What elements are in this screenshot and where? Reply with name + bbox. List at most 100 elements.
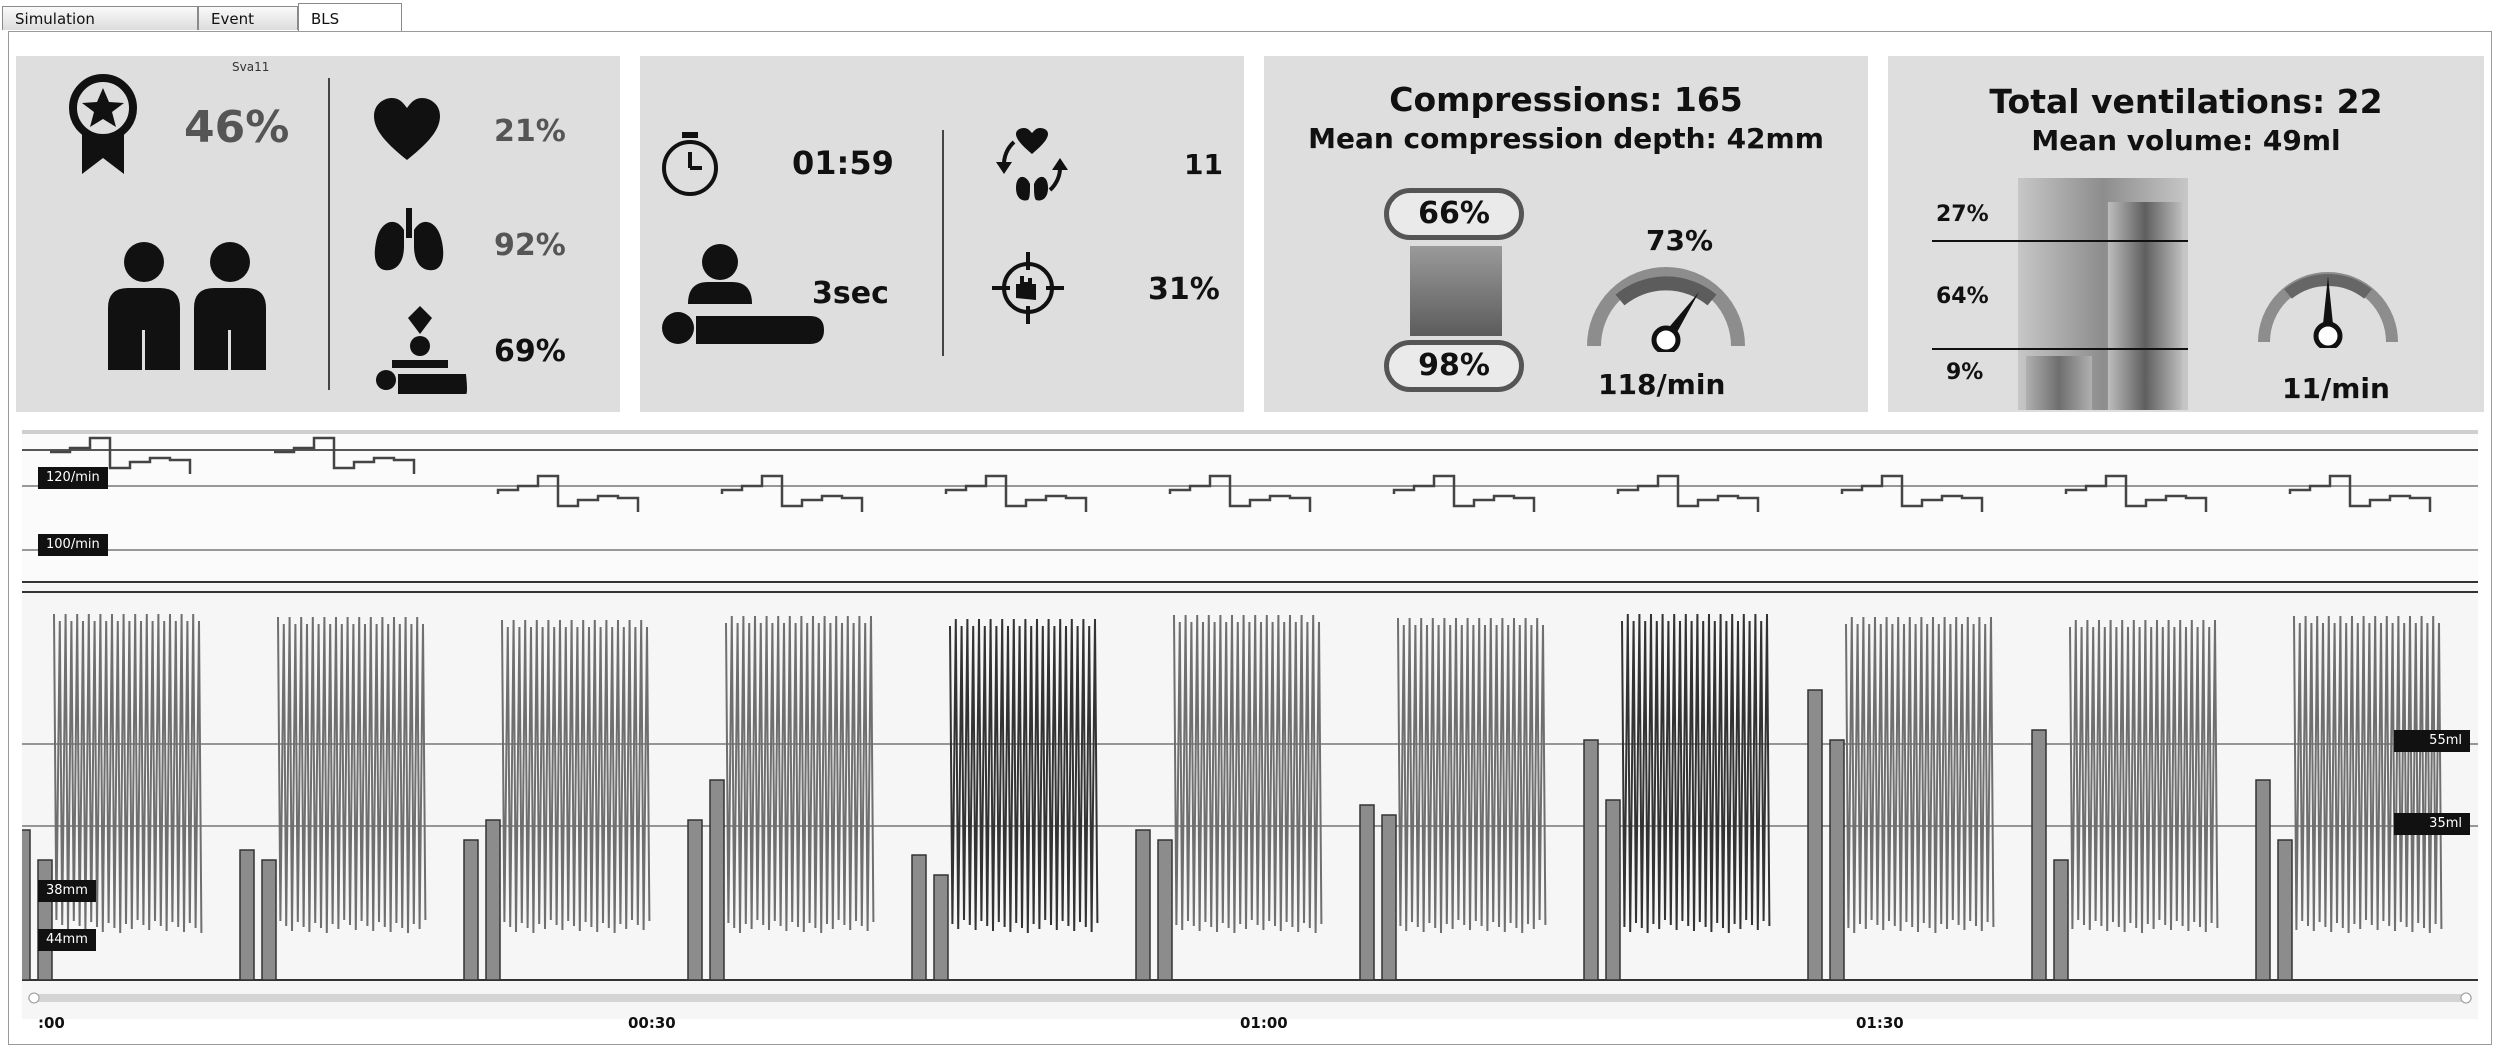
ventilation-bar	[933, 874, 949, 981]
rate-trace-segment	[50, 436, 192, 474]
tab-event-log[interactable]: Event Log	[198, 6, 298, 52]
depth-bar	[1410, 246, 1502, 336]
compressions-panel: Compressions: 165 Mean compression depth…	[1264, 56, 1868, 412]
cpr-waveform-chart	[22, 434, 2478, 1004]
volume-threshold-lower	[1932, 348, 2188, 350]
timing-panel: 01:59 3sec 11 31%	[640, 56, 1244, 412]
ventilation-bar	[485, 819, 501, 981]
ventilation-bar	[911, 854, 927, 981]
time-tick-0: :00	[38, 1014, 65, 1032]
ventilations-panel: Total ventilations: 22 Mean volume: 49ml…	[1888, 56, 2484, 412]
ventilation-bar	[1157, 839, 1173, 981]
depth-top-badge: 66%	[1384, 188, 1524, 240]
under-volume-percent: 9%	[1946, 360, 1984, 385]
compressions-title: Compressions: 165	[1389, 80, 1743, 119]
compression-depth: Mean compression depth: 42mm	[1308, 122, 1824, 155]
ventilation-rate-gauge	[2258, 272, 2398, 348]
volume-bar-under	[2026, 356, 2092, 410]
mean-volume: Mean volume: 49ml	[2031, 124, 2341, 157]
rate-trace-segment	[720, 474, 864, 512]
rate-trace-segment	[2288, 474, 2432, 512]
hand-target-icon	[992, 252, 1064, 324]
panel-divider	[942, 130, 944, 356]
timeline-scroll-start[interactable]	[28, 992, 40, 1004]
tab-bar: Simulation Information Event Log BLS Res…	[0, 0, 2500, 58]
rate-high-tag: 120/min	[38, 467, 108, 489]
tab-bls-result[interactable]: BLS Result	[298, 3, 402, 58]
rate-trace-segment	[274, 436, 416, 474]
compression-wave-group	[277, 616, 427, 934]
compression-wave-group	[725, 615, 875, 934]
rate-trace-segment	[944, 474, 1088, 512]
heart-lungs-cycle-icon	[996, 128, 1068, 201]
hands-off-person-icon	[662, 244, 824, 344]
ventilation-bar	[1605, 799, 1621, 981]
ventilation-bar	[1359, 804, 1375, 981]
timeline-scroll-end[interactable]	[2460, 992, 2472, 1004]
rate-trace-segment	[1616, 474, 1760, 512]
compression-wave-group	[2069, 619, 2219, 934]
ventilation-bar	[1829, 739, 1845, 981]
ventilation-rate: 11/min	[2282, 372, 2390, 405]
compression-wave-group	[1173, 614, 1323, 934]
good-volume-percent: 64%	[1936, 284, 1989, 309]
compression-score: 69%	[494, 334, 566, 369]
time-tick-30: 00:30	[628, 1014, 676, 1032]
panel-divider	[328, 78, 330, 390]
ventilation-bar	[2255, 779, 2271, 981]
ventilation-bar	[261, 859, 277, 981]
compression-wave-group	[501, 619, 651, 934]
ventilations-title: Total ventilations: 22	[1989, 82, 2383, 121]
lungs-icon	[374, 208, 444, 271]
depth-lower-tag: 44mm	[38, 929, 96, 951]
ventilation-bar	[22, 829, 31, 981]
cpr-person-icon	[376, 306, 467, 394]
compression-depth-trace	[53, 613, 2443, 934]
compression-wave-group	[53, 613, 203, 934]
ventilation-bar	[709, 779, 725, 981]
ventilation-bar	[1381, 814, 1397, 981]
rate-gauge	[1587, 267, 1745, 352]
time-tick-90: 01:30	[1856, 1014, 1904, 1032]
ventilation-bar	[463, 839, 479, 981]
cycles-count: 11	[1184, 148, 1223, 181]
rate-low-tag: 100/min	[38, 534, 108, 556]
ventilation-bar	[2031, 729, 2047, 981]
volume-upper-tag: 55ml	[2394, 730, 2470, 752]
compression-rate: 118/min	[1598, 368, 1726, 401]
compression-wave-group	[1621, 613, 1771, 934]
timeline-scrollbar[interactable]	[28, 994, 2472, 1002]
rate-trace-segment	[1168, 474, 1312, 512]
ventilation-bar	[37, 859, 53, 981]
award-ribbon-icon	[69, 74, 137, 174]
rate-trace-segment	[2064, 474, 2208, 512]
ventilation-bar	[687, 819, 703, 981]
overall-score: 46%	[184, 102, 290, 153]
elapsed-time: 01:59	[792, 144, 894, 182]
time-tick-60: 01:00	[1240, 1014, 1288, 1032]
rate-trace-segment	[496, 474, 640, 512]
ventilation-bar	[1583, 739, 1599, 981]
ventilation-bar	[2053, 859, 2069, 981]
rate-trace-segment	[1392, 474, 1536, 512]
rate-trace-segment	[1840, 474, 1984, 512]
small-label: Sva11	[232, 60, 270, 74]
ventilation-bar	[1135, 829, 1151, 981]
ventilation-volume-bars	[22, 689, 2293, 981]
rate-percent: 73%	[1646, 224, 1714, 257]
two-rescuers-icon	[108, 242, 266, 370]
hands-off-time: 3sec	[812, 276, 889, 311]
depth-bottom-badge: 98%	[1384, 340, 1524, 392]
circulation-score: 21%	[494, 114, 566, 149]
compression-wave-group	[2293, 615, 2443, 934]
ventilation-bar	[1807, 689, 1823, 981]
tab-simulation-information[interactable]: Simulation Information	[2, 6, 198, 52]
ventilation-bar	[2277, 839, 2293, 981]
stopwatch-icon	[662, 132, 718, 196]
cpr-waveform-area	[22, 430, 2478, 1019]
compression-wave-group	[1397, 617, 1547, 934]
volume-lower-tag: 35ml	[2394, 813, 2470, 835]
heart-icon	[374, 98, 440, 160]
overall-score-panel: Sva11 46% 21% 92% 69%	[16, 56, 620, 412]
volume-bar-good	[2108, 202, 2182, 410]
